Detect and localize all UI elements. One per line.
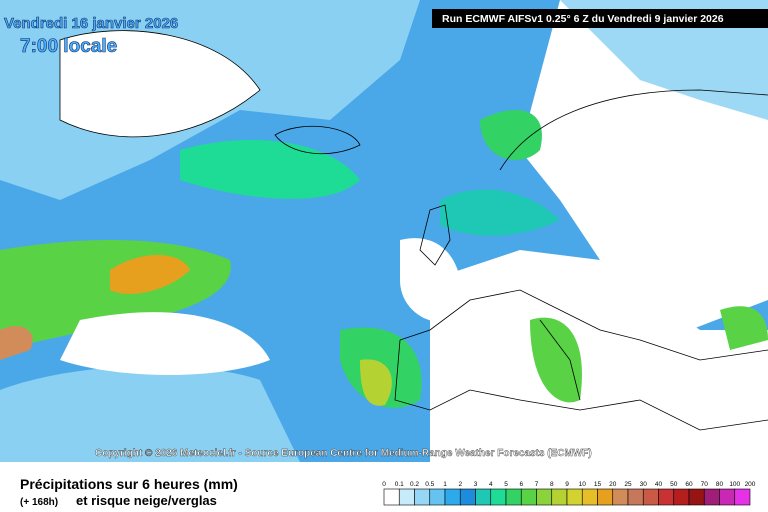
legend-swatch — [719, 488, 736, 506]
legend-swatch — [612, 488, 629, 506]
legend-swatch — [642, 488, 659, 506]
legend-swatch — [414, 488, 431, 506]
legend-label: 60 — [685, 481, 693, 488]
legend-swatch — [429, 488, 446, 506]
legend-label: 2 — [458, 481, 462, 488]
legend-label: 100 — [729, 481, 740, 488]
legend-label: 10 — [579, 481, 587, 488]
legend-label: 200 — [745, 481, 756, 488]
legend-swatch — [475, 488, 492, 506]
legend-swatch — [551, 488, 568, 506]
legend-label: 20 — [609, 481, 617, 488]
legend-label: 5 — [504, 481, 508, 488]
legend-label: 40 — [655, 481, 663, 488]
legend-label: 15 — [594, 481, 602, 488]
legend-label: 1 — [443, 481, 447, 488]
valid-time: 7:00 locale — [20, 36, 117, 57]
legend-label: 25 — [624, 481, 632, 488]
legend-swatch — [627, 488, 644, 506]
run-banner — [432, 9, 768, 28]
coastlines — [59, 30, 768, 431]
legend-swatch — [520, 488, 537, 506]
legend-label: 70 — [701, 481, 709, 488]
legend: 0 0.1 0.2 0.5 1 2 3 4 5 6 7 8 9 10 15 20 25 30 40 50 60 70 80 1… — [382, 481, 756, 506]
legend-swatch — [673, 488, 690, 506]
legend-swatch — [398, 488, 415, 506]
legend-swatch — [566, 488, 583, 506]
legend-label: 7 — [535, 481, 539, 488]
precip-areas — [0, 0, 768, 462]
legend-swatch — [703, 488, 720, 506]
legend-swatch — [444, 488, 461, 506]
legend-label: 0.1 — [395, 481, 404, 488]
caption-lead: (+ 168h) — [20, 497, 58, 508]
legend-swatch — [505, 488, 522, 506]
valid-date: Vendredi 16 janvier 2026 — [4, 15, 178, 32]
legend-swatch — [383, 488, 400, 506]
caption-title: Précipitations sur 6 heures (mm) — [20, 476, 238, 492]
legend-label: 0.2 — [410, 481, 419, 488]
legend-swatch — [688, 488, 705, 506]
run-info: Run ECMWF AIFSv1 0.25° 6 Z du Vendredi 9… — [442, 13, 724, 25]
legend-swatch — [734, 488, 751, 506]
legend-swatch — [597, 488, 614, 506]
legend-label: 0 — [382, 481, 386, 488]
legend-label: 80 — [716, 481, 724, 488]
legend-label: 9 — [565, 481, 569, 488]
legend-swatch — [658, 488, 675, 506]
legend-label: 0.5 — [425, 481, 434, 488]
legend-swatch — [490, 488, 507, 506]
legend-swatch — [581, 488, 598, 506]
legend-swatch — [536, 488, 553, 506]
legend-label: 4 — [489, 481, 493, 488]
legend-swatch — [459, 488, 476, 506]
legend-label: 8 — [550, 481, 554, 488]
legend-label: 50 — [670, 481, 678, 488]
legend-label: 3 — [474, 481, 478, 488]
copyright: Copyright © 2026 Meteociel.fr - Source E… — [95, 448, 592, 459]
legend-label: 30 — [640, 481, 648, 488]
caption-subtitle: et risque neige/verglas — [76, 493, 217, 508]
legend-label: 6 — [519, 481, 523, 488]
